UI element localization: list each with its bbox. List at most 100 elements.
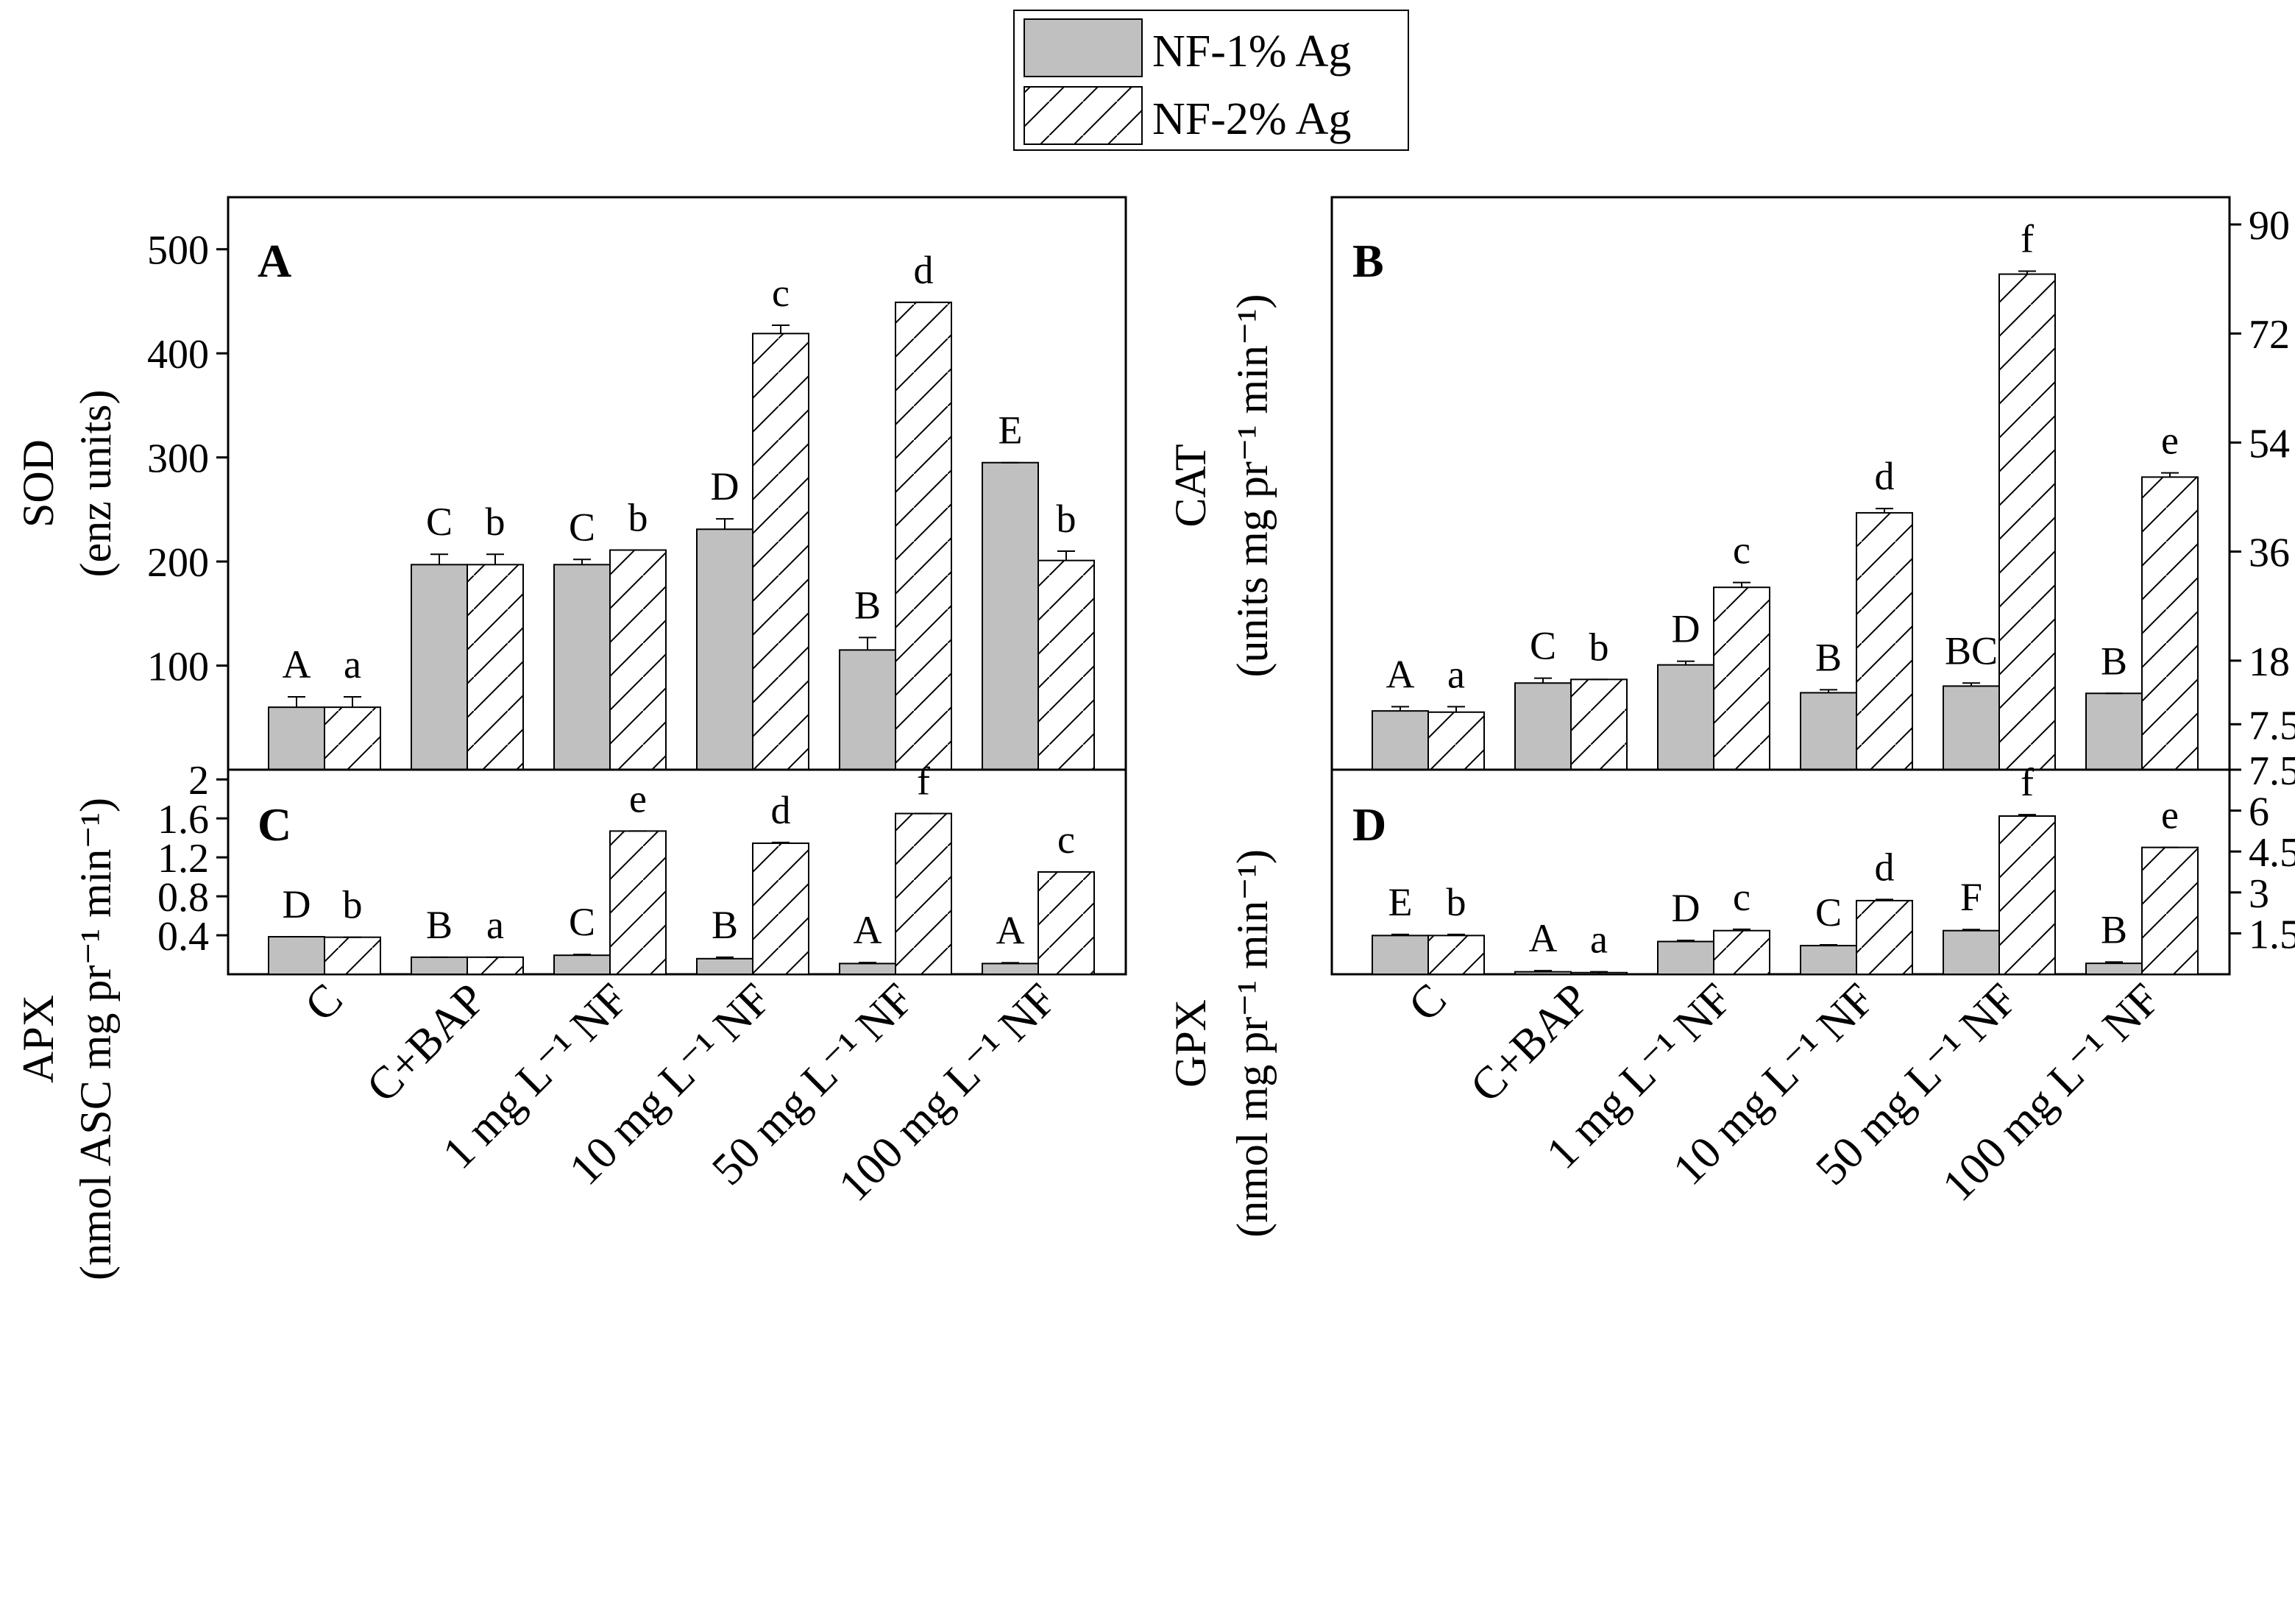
panel-d-sig-letter-s2-c5: e — [2161, 793, 2179, 837]
panel-b-bar-s2-c3 — [1856, 511, 1913, 770]
panel-c-bar-s1-c5 — [982, 962, 1039, 976]
panel-b-bar-s1-c3 — [1800, 692, 1857, 770]
panel-d-sig-letter-s1-c0: E — [1388, 880, 1413, 924]
panel-b-sig-letter-s1-c4: BC — [1945, 628, 1998, 673]
panel-a-sig-letter-s2-c2: b — [628, 496, 648, 540]
panel-c-ylabel: APX — [14, 995, 63, 1083]
legend-swatch-solid — [1024, 18, 1143, 77]
panel-c-ylabel-units: (nmol ASC mg pr⁻¹ min⁻¹) — [71, 798, 120, 1280]
panel-d-bar-s1-c2 — [1657, 940, 1714, 976]
panel-c-ytick-label-3: 1.6 — [157, 797, 209, 843]
panel-c-bar-s1-c2 — [553, 954, 611, 975]
panel-d-sig-letter-s1-c5: B — [2101, 907, 2127, 951]
panel-a-bar-s1-c5 — [982, 461, 1039, 771]
panel-b-sig-letter-s1-c3: B — [1815, 635, 1842, 679]
panel-b-ytick-label-2: 36 — [2249, 531, 2290, 576]
panel-b-bar-s2-c5 — [2141, 476, 2199, 770]
panel-b-ytick-label-0: 7.5 — [2249, 703, 2295, 748]
panel-d-ylabel-units: (nmol mg pr⁻¹ min⁻¹) — [1228, 849, 1277, 1238]
panel-b-bar-s1-c2 — [1657, 664, 1714, 771]
panel-c-sig-letter-s1-c5: A — [996, 908, 1025, 952]
panel-d-ytick-label-0: 1.5 — [2249, 912, 2295, 957]
panel-b-bar-s2-c0 — [1427, 711, 1485, 770]
panel-b-sig-letter-s2-c1: b — [1589, 625, 1609, 669]
panel-a-ytick-label-3: 400 — [147, 332, 209, 377]
panel-a-bar-s2-c0 — [324, 706, 381, 770]
panel-c-sig-letter-s2-c5: c — [1057, 818, 1075, 862]
panel-b-ytick-label-1: 18 — [2249, 639, 2290, 685]
panel-c-bar-s1-c1 — [411, 956, 468, 976]
panel-d-ytick-label-3: 6 — [2249, 790, 2269, 835]
panel-b-ytick-label-3: 54 — [2249, 421, 2290, 467]
panel-c-sig-letter-s2-c3: d — [771, 788, 791, 832]
panel-b-frame — [1330, 196, 2231, 771]
panel-a-bar-s2-c5 — [1037, 559, 1095, 771]
panel-c-sig-letter-s1-c4: A — [854, 908, 882, 952]
panel-d-bar-s1-c3 — [1800, 945, 1857, 975]
panel-b-bar-s2-c4 — [1998, 273, 2056, 770]
panel-d-ytick-label-4: 7.5 — [2249, 748, 2295, 794]
panel-b-ylabel: CAT — [1166, 444, 1215, 527]
panel-a-sig-letter-s2-c4: d — [914, 248, 934, 292]
panel-a-bar-s2-c3 — [752, 333, 809, 770]
panel-d-frame — [1330, 768, 2231, 976]
panel-c-bar-s1-c4 — [839, 962, 896, 976]
panel-a-bar-s1-c1 — [411, 564, 468, 770]
panel-c-sig-letter-s1-c0: D — [283, 882, 311, 926]
panel-d-ylabel: GPX — [1166, 999, 1215, 1088]
panel-a-sig-letter-s2-c3: c — [772, 271, 790, 315]
panel-c-bar-s2-c1 — [467, 956, 524, 976]
panel-c-sig-letter-s1-c3: B — [712, 903, 738, 947]
panel-d-sig-letter-s1-c2: D — [1672, 886, 1700, 930]
panel-d-bar-s2-c5 — [2141, 846, 2199, 976]
panel-d-bar-s1-c1 — [1514, 971, 1572, 975]
panel-c-sig-letter-s2-c2: e — [629, 776, 647, 820]
panel-b-ytick-label-4: 72 — [2249, 312, 2290, 358]
panel-d-sig-letter-s1-c3: C — [1815, 890, 1842, 935]
panel-d-ytick-label-1: 3 — [2249, 871, 2269, 917]
panel-c-bar-s1-c0 — [268, 936, 325, 975]
panel-a-sig-letter-s2-c5: b — [1057, 497, 1076, 541]
panel-b-bar-s1-c4 — [1943, 685, 2000, 771]
panel-b-sig-letter-s1-c0: A — [1386, 652, 1415, 696]
panel-a-bar-s1-c0 — [268, 706, 325, 770]
panel-b-bar-s2-c2 — [1713, 586, 1770, 770]
legend-label-2: NF-2% Ag — [1152, 94, 1351, 144]
panel-a-bar-s1-c2 — [553, 564, 611, 770]
x-label-left-0: C — [296, 974, 352, 1031]
panel-a-sig-letter-s2-c0: a — [344, 642, 361, 687]
panel-c-ytick-label-2: 1.2 — [157, 836, 209, 882]
panel-b-bar-s1-c0 — [1372, 710, 1429, 770]
panel-c: C APX (nmol ASC mg pr⁻¹ min⁻¹) 0.40.81.2… — [14, 758, 1127, 1280]
panel-c-ytick-label-0: 0.4 — [157, 914, 209, 960]
panel-b-plot: 7.5 18 36 54 72 90 A a C b Dc Bd BC f Be — [1372, 203, 2295, 771]
panel-c-bar-s2-c0 — [324, 936, 381, 975]
panel-d-bar-s1-c0 — [1372, 935, 1429, 976]
panel-a-ytick-label-4: 500 — [147, 228, 209, 274]
panel-a-bar-s2-c2 — [609, 549, 667, 770]
panel-c-sig-letter-s2-c4: f — [917, 759, 930, 804]
panel-a-ytick-label-1: 200 — [147, 540, 209, 586]
panel-b-bar-s1-c1 — [1514, 682, 1572, 770]
panel-c-bar-s2-c2 — [609, 830, 667, 976]
panel-d-sig-letter-s2-c3: d — [1875, 845, 1895, 889]
panel-d-bar-s2-c3 — [1856, 899, 1913, 976]
legend-label-1: NF-1% Ag — [1152, 26, 1351, 77]
legend: NF-1% Ag NF-2% Ag — [1013, 10, 1409, 151]
panel-d-sig-letter-s2-c0: b — [1447, 880, 1466, 924]
panel-d-sig-letter-s2-c1: a — [1590, 918, 1608, 962]
panel-c-sig-letter-s2-c0: b — [343, 883, 363, 927]
panel-b-sig-letter-s1-c5: B — [2101, 639, 2127, 683]
panel-b-sig-letter-s1-c2: D — [1672, 607, 1700, 651]
panel-a-bar-s1-c3 — [696, 528, 753, 770]
panel-a-bar-s2-c1 — [467, 564, 524, 770]
panel-a-ylabel: SOD — [14, 439, 63, 528]
panel-a-bar-s2-c4 — [895, 301, 952, 770]
panel-a-letter: A — [258, 235, 291, 287]
panel-d-plot: 1.534.567.5 E b A a D c Cd Ff Be — [1372, 748, 2295, 976]
x-label-left-1: C+BAP — [358, 974, 495, 1112]
